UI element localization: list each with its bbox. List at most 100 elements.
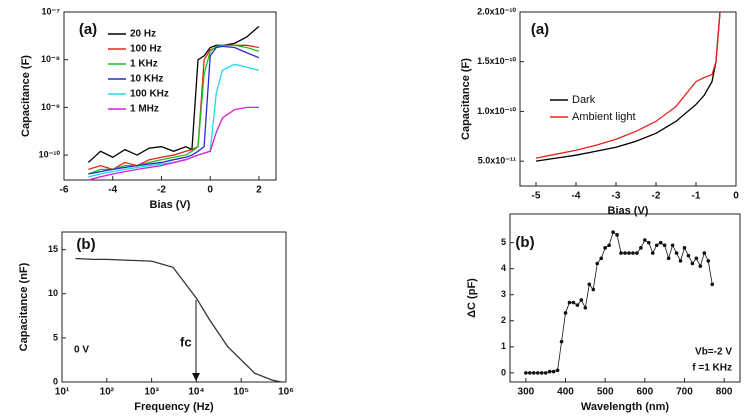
data-point xyxy=(599,256,604,261)
x-tick-label: 400 xyxy=(557,387,574,398)
y-tick-label: 1 xyxy=(501,341,506,351)
legend-label: Dark xyxy=(572,94,596,106)
y-tick-label: 2.0x10⁻¹⁰ xyxy=(477,6,516,16)
panel-label: (b) xyxy=(76,236,95,253)
y-tick-label: 4 xyxy=(501,263,506,273)
data-point xyxy=(575,303,580,307)
data-point xyxy=(524,371,528,375)
x-axis-label: Wavelength (nm) xyxy=(581,401,670,413)
legend-label: Ambient light xyxy=(572,111,636,123)
data-point xyxy=(662,243,667,248)
x-tick-label: 10⁴ xyxy=(188,387,204,398)
panel-label: (a) xyxy=(79,21,97,38)
x-axis-label: Frequency (Hz) xyxy=(134,401,214,413)
data-point xyxy=(547,369,552,374)
legend-label: 1 KHz xyxy=(130,59,158,70)
data-point xyxy=(646,240,651,245)
x-tick-label: 600 xyxy=(636,387,653,398)
data-point xyxy=(539,371,544,375)
data-point xyxy=(702,251,707,255)
data-point xyxy=(623,251,627,255)
data-point xyxy=(607,243,611,248)
legend-label: 10 KHz xyxy=(130,74,163,85)
y-axis-label: Capacitance (F) xyxy=(20,55,32,137)
data-point xyxy=(650,251,655,255)
x-tick-label: -4 xyxy=(572,191,581,202)
x-axis-label: Bias (V) xyxy=(608,205,649,217)
y-tick-label: 10⁻⁷ xyxy=(42,6,61,16)
data-point xyxy=(579,298,584,302)
x-tick-label: -2 xyxy=(652,191,661,202)
data-point xyxy=(694,256,699,261)
data-line xyxy=(88,45,260,175)
x-tick-label: 2 xyxy=(256,185,262,196)
data-point xyxy=(551,369,556,374)
data-point xyxy=(706,259,711,263)
data-point xyxy=(571,300,576,305)
data-point xyxy=(603,246,607,250)
data-line xyxy=(88,44,260,175)
data-point xyxy=(611,230,615,235)
x-tick-label: 10³ xyxy=(144,387,159,398)
data-point xyxy=(587,282,592,287)
y-tick-label: 10⁻¹⁰ xyxy=(39,149,61,159)
data-point xyxy=(698,264,703,268)
data-point xyxy=(627,251,631,255)
x-tick-label: 10¹ xyxy=(55,387,70,398)
y-tick-label: 2 xyxy=(501,315,506,325)
x-tick-label: 0 xyxy=(733,191,739,202)
data-point xyxy=(591,287,596,292)
y-tick-label: 5 xyxy=(53,332,58,342)
data-point xyxy=(563,311,568,315)
data-point xyxy=(531,371,536,375)
y-axis-label: ΔC (pF) xyxy=(466,278,478,318)
x-tick-label: -1 xyxy=(692,191,701,202)
y-tick-label: 3 xyxy=(501,289,506,299)
data-point xyxy=(674,251,679,255)
data-point xyxy=(670,243,675,248)
y-tick-label: 5 xyxy=(501,237,506,247)
x-tick-label: 700 xyxy=(676,387,693,398)
y-tick-label: 10⁻⁹ xyxy=(41,102,60,112)
x-tick-label: 10⁵ xyxy=(233,387,249,398)
annotation: fc xyxy=(180,334,192,349)
y-tick-label: 5.0x10⁻¹¹ xyxy=(478,156,516,166)
data-line xyxy=(88,106,259,181)
data-line xyxy=(535,11,721,159)
data-point xyxy=(615,233,619,237)
x-tick-label: -4 xyxy=(108,185,117,196)
data-point xyxy=(635,251,639,255)
x-tick-label: 10² xyxy=(100,387,115,398)
data-point xyxy=(595,261,600,266)
y-tick-label: 0 xyxy=(53,376,58,386)
x-tick-label: -5 xyxy=(532,191,541,202)
data-point xyxy=(658,240,663,245)
data-point xyxy=(583,305,588,310)
x-tick-label: 300 xyxy=(518,387,535,398)
panel-label: (a) xyxy=(531,21,549,38)
panel-label: (b) xyxy=(515,234,534,251)
x-tick-label: -6 xyxy=(60,185,69,196)
data-point xyxy=(643,238,647,242)
legend-label: 100 Hz xyxy=(130,44,162,55)
legend-label: 1 MHz xyxy=(130,104,159,115)
data-point xyxy=(710,282,715,287)
data-point xyxy=(559,339,564,344)
data-point xyxy=(543,371,548,375)
x-tick-label: -3 xyxy=(612,191,621,202)
x-tick-label: 500 xyxy=(597,387,614,398)
plot-frame xyxy=(519,11,737,187)
data-point xyxy=(639,246,643,250)
y-tick-label: 10 xyxy=(48,288,58,298)
annotation: 0 V xyxy=(74,345,89,356)
data-point xyxy=(619,251,623,255)
data-point xyxy=(567,300,572,305)
annotation: f =1 KHz xyxy=(692,363,732,374)
y-tick-label: 1.5x10⁻¹⁰ xyxy=(477,56,516,66)
data-point xyxy=(690,261,695,266)
plot-frame xyxy=(509,213,741,383)
arrow-head xyxy=(192,373,200,381)
x-tick-label: 800 xyxy=(716,387,733,398)
y-tick-label: 0 xyxy=(501,367,506,377)
